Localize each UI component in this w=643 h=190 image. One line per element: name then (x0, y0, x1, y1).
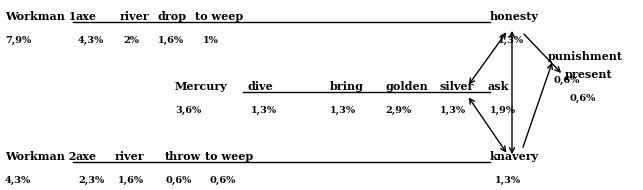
Text: bring: bring (330, 81, 364, 92)
Text: 1,9%: 1,9% (490, 106, 516, 115)
Text: golden: golden (385, 81, 428, 92)
Text: river: river (120, 11, 150, 22)
Text: river: river (115, 151, 145, 162)
Text: 1,6%: 1,6% (118, 176, 144, 185)
Text: ask: ask (487, 81, 509, 92)
Text: 1,3%: 1,3% (251, 106, 277, 115)
Text: punishment: punishment (548, 51, 623, 62)
Text: to weep: to weep (205, 151, 253, 162)
Text: 7,9%: 7,9% (5, 36, 32, 45)
Text: 1%: 1% (203, 36, 219, 45)
Text: to weep: to weep (195, 11, 243, 22)
Text: drop: drop (158, 11, 187, 22)
Text: axe: axe (75, 11, 96, 22)
Text: 1,3%: 1,3% (330, 106, 356, 115)
Text: dive: dive (248, 81, 274, 92)
Text: honesty: honesty (490, 11, 539, 22)
Text: 2%: 2% (123, 36, 139, 45)
Text: 1,3%: 1,3% (495, 176, 521, 185)
Text: present: present (565, 69, 613, 80)
Text: 0,6%: 0,6% (210, 176, 237, 185)
Text: 4,3%: 4,3% (5, 176, 32, 185)
Text: 0,6%: 0,6% (553, 76, 579, 85)
Text: 4,3%: 4,3% (78, 36, 104, 45)
Text: throw: throw (165, 151, 201, 162)
Text: Workman 2: Workman 2 (5, 151, 77, 162)
Text: 2,3%: 2,3% (78, 176, 104, 185)
Text: knavery: knavery (490, 151, 539, 162)
Text: silver: silver (440, 81, 475, 92)
Text: 3,6%: 3,6% (175, 106, 201, 115)
Text: Workman 1: Workman 1 (5, 11, 77, 22)
Text: axe: axe (75, 151, 96, 162)
Text: 2,9%: 2,9% (385, 106, 412, 115)
Text: 1,6%: 1,6% (158, 36, 184, 45)
Text: Mercury: Mercury (175, 81, 228, 92)
Text: 1,3%: 1,3% (440, 106, 466, 115)
Text: 0,6%: 0,6% (570, 94, 596, 103)
Text: 0,6%: 0,6% (165, 176, 192, 185)
Text: 1,3%: 1,3% (498, 36, 524, 45)
